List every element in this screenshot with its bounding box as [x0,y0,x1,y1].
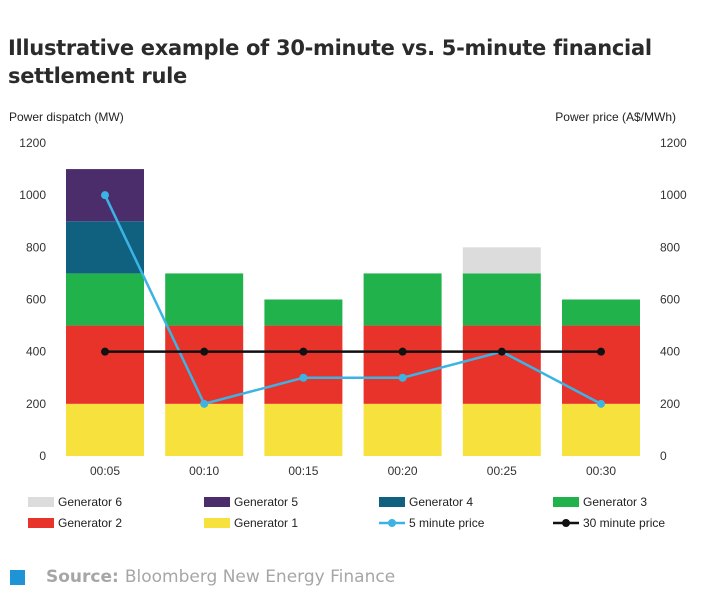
bar-generator-2-00-30 [562,325,640,404]
x-tick-00-30: 00:30 [586,464,616,478]
legend: Generator 6 Generator 5 Generator 4 Generat… [28,495,665,530]
x-tick-00-15: 00:15 [288,464,318,478]
x-tick-00-10: 00:10 [189,464,219,478]
y-tick-right-0: 0 [660,449,667,463]
legend-swatch-generator-4 [379,497,405,507]
axes: Power dispatch (MW) Power price (A$/MWh) 0… [9,110,687,478]
y-tick-left-400: 400 [26,345,46,359]
line-5-minute-price [103,194,602,406]
y-tick-left-800: 800 [26,240,46,254]
bar-generator-1-00-30 [562,403,640,456]
bar-generator-1-00-05 [66,403,144,456]
y-tick-right-600: 600 [660,293,680,307]
y-axis-left-label: Power dispatch (MW) [9,110,124,124]
point-30-minute-price-00-20 [398,347,407,356]
y-axis-right-label: Power price (A$/MWh) [555,110,676,124]
legend-label-5-minute-price: 5 minute price [409,516,485,530]
source-line: Source: Bloomberg New Energy Finance [10,565,395,589]
y-tick-right-200: 200 [660,397,680,411]
y-tick-left-1000: 1000 [19,188,46,202]
point-5-minute-price-00-10 [200,399,209,408]
legend-label-generator-4: Generator 4 [409,495,473,509]
y-tick-left-600: 600 [26,293,46,307]
bar-generator-3-00-05 [66,273,144,326]
y-tick-right-1200: 1200 [660,136,687,150]
legend-label-generator-1: Generator 1 [234,516,298,530]
y-tick-left-1200: 1200 [19,136,46,150]
point-30-minute-price-00-10 [200,347,209,356]
y-tick-right-1000: 1000 [660,188,687,202]
point-5-minute-price-00-15 [299,373,308,382]
point-5-minute-price-00-20 [398,373,407,382]
bar-generator-3-00-15 [264,299,343,326]
y-tick-left-0: 0 [39,449,46,463]
point-5-minute-price-00-05 [101,191,109,200]
legend-swatch-generator-5 [204,497,230,507]
legend-swatch-generator-3 [553,497,579,507]
bar-generator-2-00-05 [66,325,144,404]
bar-generator-4-00-05 [66,221,144,274]
bar-generator-3-00-20 [363,273,442,326]
source-label: Source: [46,567,119,587]
point-30-minute-price-00-30 [597,347,605,356]
legend-label-generator-6: Generator 6 [58,495,122,509]
bar-generator-6-00-25 [462,247,541,274]
bar-generator-1-00-25 [462,403,541,456]
bar-generator-3-00-25 [462,273,541,326]
bar-generator-1-00-15 [264,403,343,456]
bar-generator-1-00-20 [363,403,442,456]
point-30-minute-price-00-05 [101,347,109,356]
bar-generator-3-00-10 [165,273,244,326]
bar-generator-2-00-10 [165,325,244,404]
legend-marker-5-minute-price [388,519,396,527]
source-marker-icon [10,569,25,585]
legend-swatch-generator-2 [28,518,54,528]
legend-marker-30-minute-price [562,519,570,527]
x-tick-00-20: 00:20 [388,464,418,478]
legend-swatch-generator-1 [204,518,230,528]
chart: Power dispatch (MW) Power price (A$/MWh) 0… [9,110,687,530]
chart-title: Illustrative example of 30-minute vs. 5-… [8,36,652,88]
point-5-minute-price-00-30 [597,399,605,408]
legend-swatch-generator-6 [28,497,54,507]
source-value: Bloomberg New Energy Finance [124,567,396,587]
bar-generator-1-00-10 [165,403,244,456]
x-tick-00-25: 00:25 [487,464,517,478]
y-tick-right-800: 800 [660,240,680,254]
y-tick-left-200: 200 [26,397,46,411]
bars [66,169,640,456]
point-30-minute-price-00-15 [299,347,308,356]
x-tick-00-05: 00:05 [90,464,120,478]
legend-label-30-minute-price: 30 minute price [583,516,665,530]
legend-label-generator-3: Generator 3 [583,495,647,509]
legend-label-generator-2: Generator 2 [58,516,122,530]
y-tick-right-400: 400 [660,345,680,359]
bar-generator-3-00-30 [562,299,640,326]
legend-label-generator-5: Generator 5 [234,495,298,509]
point-30-minute-price-00-25 [497,347,506,356]
bar-generator-2-00-20 [363,325,442,404]
price-lines [101,191,605,408]
bar-generator-2-00-15 [264,325,343,404]
